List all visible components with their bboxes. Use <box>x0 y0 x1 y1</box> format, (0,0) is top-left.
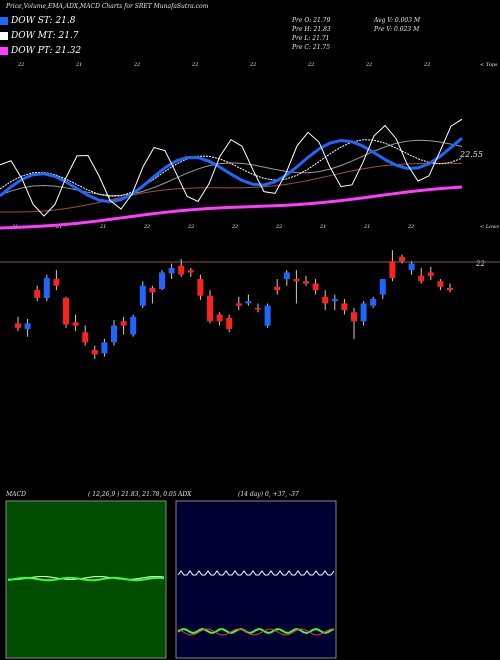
macd-signal-line <box>7 576 165 580</box>
candle-body <box>139 285 146 306</box>
chart-title: Price,Volume,EMA,ADX,MACD Charts for SRE… <box>6 3 209 10</box>
candle-body <box>360 303 367 322</box>
legend-label-mt: DOW MT: 21.7 <box>11 31 79 41</box>
low-mark: 22 <box>188 224 195 230</box>
pre-volume: Pre V: 0.023 M <box>374 26 420 33</box>
macd-line <box>7 576 165 582</box>
candle-body <box>187 270 194 273</box>
candle-body <box>427 272 434 276</box>
candle-body <box>63 297 69 325</box>
avg-volume: Avg V: 0.003 M <box>374 17 421 24</box>
candle-body <box>255 307 261 310</box>
low-mark: 22 <box>408 224 415 230</box>
legend-label-st: DOW ST: 21.8 <box>11 16 76 26</box>
candle-body <box>130 316 137 335</box>
candle-body <box>312 283 319 291</box>
candle-body <box>283 272 290 280</box>
pre-low: Pre L: 21.71 <box>292 35 330 42</box>
candle-body <box>43 277 50 298</box>
candle-body <box>303 281 309 284</box>
top-mark: 22 <box>366 62 373 68</box>
ema-brown-line <box>0 163 463 213</box>
top-mark: 22 <box>134 62 141 68</box>
pre-open: Pre O: 21.79 <box>292 17 331 24</box>
candle-body <box>15 323 21 328</box>
top-mark: 21 <box>76 62 83 68</box>
low-mark: 22 <box>276 224 283 230</box>
price-white-line <box>0 118 463 217</box>
candle-body <box>24 323 31 329</box>
candle-body <box>331 299 338 302</box>
ema-purple-line <box>0 185 463 230</box>
candle-body <box>293 279 300 282</box>
candle-body <box>82 332 89 343</box>
legend-swatch-mt <box>0 32 8 40</box>
candle-body <box>34 290 41 298</box>
adx-line <box>177 570 335 576</box>
legend-swatch-st <box>0 17 8 25</box>
low-mark: 22 <box>232 224 239 230</box>
candle-body <box>111 325 117 343</box>
legend-dow-mt: DOW MT: 21.7 <box>0 31 90 44</box>
legend-dow-pt: DOW PT: 21.32 <box>0 46 90 59</box>
candle-body <box>399 256 405 262</box>
low-mark: 21 <box>364 224 371 230</box>
candle-body <box>226 317 233 329</box>
candle-body <box>341 303 348 311</box>
adx-label: ADX <box>178 491 192 498</box>
candle-body <box>101 342 108 354</box>
legend-label-pt: DOW PT: 21.32 <box>11 46 82 56</box>
candle-body <box>379 279 386 295</box>
adx-params: (14 day) 0, +37, -37 <box>238 491 299 498</box>
top-mark: 22 <box>18 62 25 68</box>
low-mark: 21 <box>100 224 107 230</box>
legend-swatch-pt <box>0 47 8 55</box>
pre-close: Pre C: 21.75 <box>292 44 331 51</box>
top-mark: 22 <box>192 62 199 68</box>
candle-body <box>235 303 242 306</box>
candle-body <box>322 296 329 304</box>
candle-body <box>178 265 185 275</box>
candle-body <box>370 299 377 306</box>
candle-body <box>264 305 271 326</box>
candle-body <box>274 286 281 291</box>
candle-body <box>197 279 204 296</box>
candle-body <box>351 312 357 322</box>
ema-blue-line <box>0 137 463 204</box>
top-mark: 22 <box>424 62 431 68</box>
low-mark: 22 <box>144 224 151 230</box>
candle-body <box>72 322 79 326</box>
candle-body <box>437 281 444 287</box>
candle-body <box>408 263 415 271</box>
candle-body <box>447 287 453 291</box>
last-price-tag: 22.55 <box>460 150 483 159</box>
legend-dow-st: DOW ST: 21.8 <box>0 16 90 29</box>
candle-body <box>216 314 223 322</box>
macd-params: ( 12,26,9 ) 21.83, 21.78, 0.05 <box>88 491 177 498</box>
candle-body <box>245 301 252 304</box>
candle-body <box>149 287 156 293</box>
candle-body <box>159 272 165 290</box>
low-mark: 21 <box>320 224 327 230</box>
candle-body <box>53 279 60 286</box>
ref-level-tag: 22 <box>476 260 485 268</box>
candle-body <box>120 321 127 326</box>
top-mark: 22 <box>308 62 315 68</box>
adx-minus-di-line <box>177 628 335 636</box>
pre-high: Pre H: 21.83 <box>292 26 331 33</box>
macd-label: MACD <box>6 491 26 498</box>
low-mark: 21 <box>56 224 63 230</box>
candle-body <box>168 267 175 274</box>
candle-body <box>207 295 213 322</box>
candle-body <box>91 350 98 355</box>
candle-body <box>389 261 396 278</box>
top-mark: 22 <box>250 62 257 68</box>
candle-body <box>418 275 425 282</box>
ema-gray-line <box>0 139 463 196</box>
lows-tag: < Lows <box>480 224 499 230</box>
tops-tag: < Tops <box>480 62 498 68</box>
